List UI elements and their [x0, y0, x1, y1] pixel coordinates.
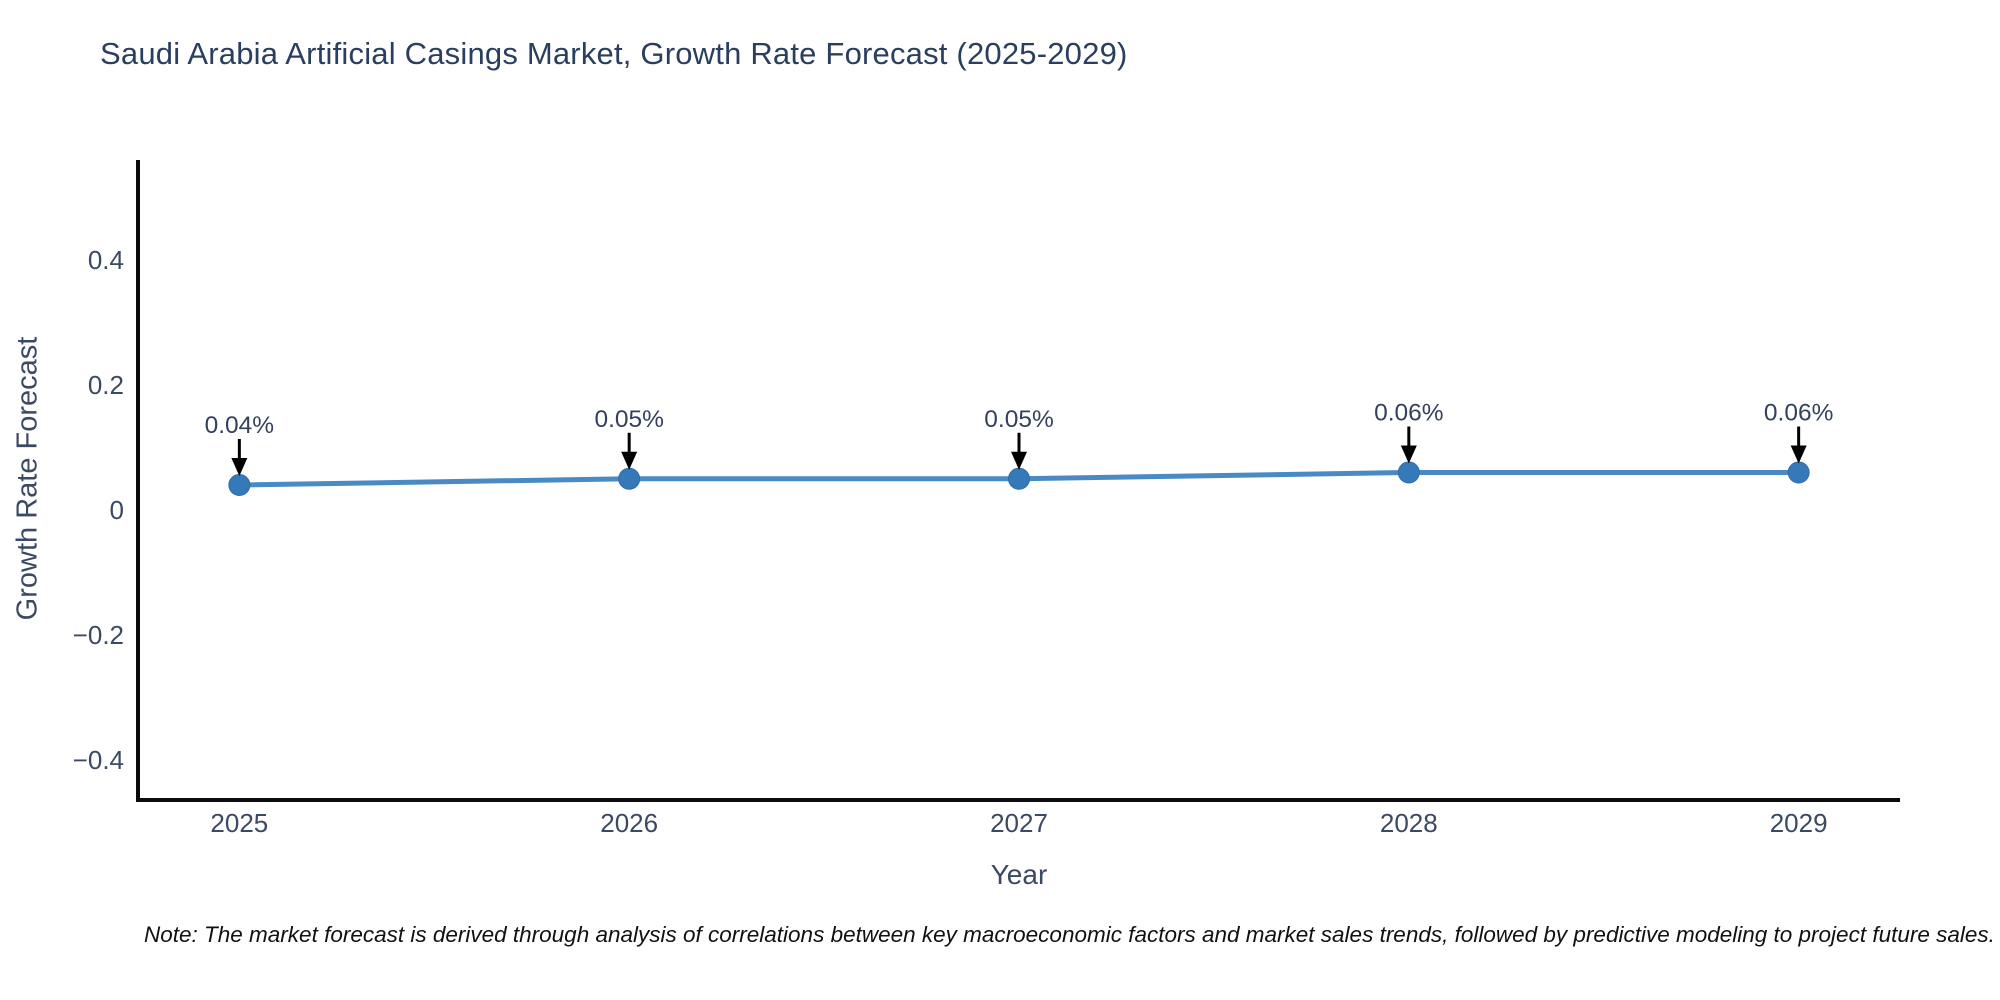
data-point-marker — [228, 474, 251, 496]
footnote: Note: The market forecast is derived thr… — [144, 922, 1995, 947]
annotation-label: 0.05% — [594, 406, 663, 433]
data-point-marker — [1397, 461, 1420, 484]
annotation-arrowhead — [1400, 445, 1417, 464]
y-tick-label: 0.2 — [88, 370, 124, 400]
annotation-arrowhead — [1011, 451, 1027, 470]
x-tick-label: 2027 — [990, 808, 1048, 838]
annotation-arrowhead — [231, 458, 248, 476]
y-tick-label: −0.4 — [73, 745, 124, 775]
x-tick-label: 2026 — [600, 808, 658, 838]
chart-title: Saudi Arabia Artificial Casings Market, … — [100, 36, 1128, 71]
annotation-arrowhead — [621, 451, 638, 470]
data-point-marker — [618, 467, 641, 490]
x-tick-label: 2028 — [1380, 808, 1438, 838]
annotation-arrowhead — [1790, 445, 1807, 464]
x-tick-label: 2025 — [210, 808, 268, 838]
annotation-label: 0.04% — [205, 412, 274, 439]
y-tick-label: 0 — [110, 495, 124, 525]
annotation-label: 0.06% — [1764, 400, 1833, 427]
x-axis-title: Year — [990, 859, 1048, 890]
annotation-label: 0.06% — [1374, 400, 1443, 427]
x-tick-label: 2029 — [1770, 808, 1828, 838]
data-point-marker — [1008, 467, 1030, 490]
annotation-label: 0.05% — [984, 406, 1053, 433]
y-tick-label: −0.2 — [73, 620, 124, 650]
data-point-marker — [1787, 461, 1810, 484]
y-tick-label: 0.4 — [88, 245, 124, 275]
